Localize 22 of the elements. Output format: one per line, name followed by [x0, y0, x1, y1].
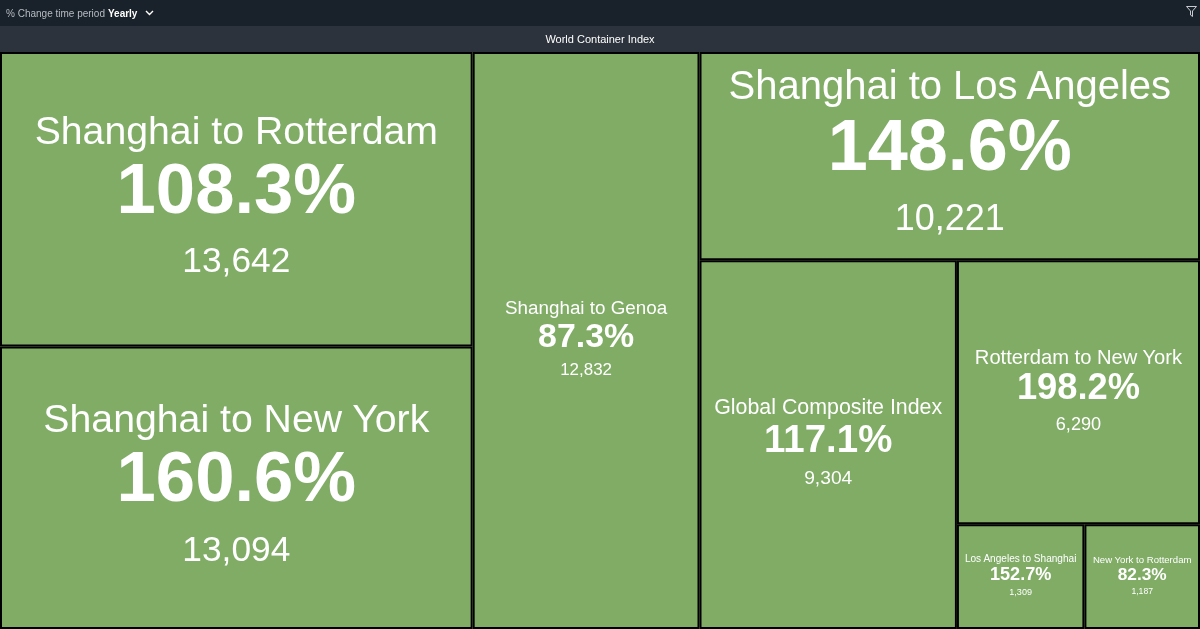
- category-label: Rotterdam to New York: [974, 345, 1184, 368]
- text: % Change time period: [6, 7, 105, 19]
- data-label: 13,094: [182, 528, 291, 568]
- category-label: Los Angeles to Shanghai: [964, 553, 1077, 565]
- category-label: Shanghai to Rotterdam: [34, 107, 438, 152]
- category-label: Shanghai to Los Angeles: [728, 63, 1172, 108]
- data-label: 13,642: [182, 240, 291, 280]
- text: 198.2%: [1016, 366, 1141, 408]
- category-label: Global Composite Index: [714, 395, 943, 420]
- data-label: 6,290: [1055, 413, 1102, 434]
- data-label: 10,221: [894, 197, 1005, 239]
- data-label: 12,832: [560, 360, 612, 380]
- text: Yearly: [107, 7, 138, 19]
- category-label: Shanghai to Genoa: [505, 296, 668, 318]
- data-label: 9,304: [804, 467, 853, 489]
- data-label: 1,187: [1131, 586, 1154, 597]
- text: World Container Index: [0, 26, 1200, 52]
- category-label: New York to Rotterdam: [1092, 554, 1192, 566]
- category-label: Shanghai to New York: [43, 396, 430, 441]
- text: 152.7%: [989, 564, 1052, 585]
- text: 82.3%: [1117, 563, 1167, 584]
- data-label: 1,309: [1009, 587, 1032, 598]
